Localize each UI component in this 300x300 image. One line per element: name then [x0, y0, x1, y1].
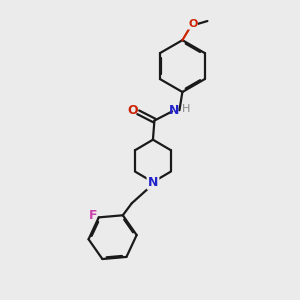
Text: O: O — [128, 104, 138, 117]
Text: H: H — [182, 104, 190, 114]
Text: F: F — [89, 209, 98, 222]
Text: N: N — [169, 104, 179, 117]
Text: O: O — [188, 19, 197, 29]
Text: N: N — [148, 176, 158, 189]
